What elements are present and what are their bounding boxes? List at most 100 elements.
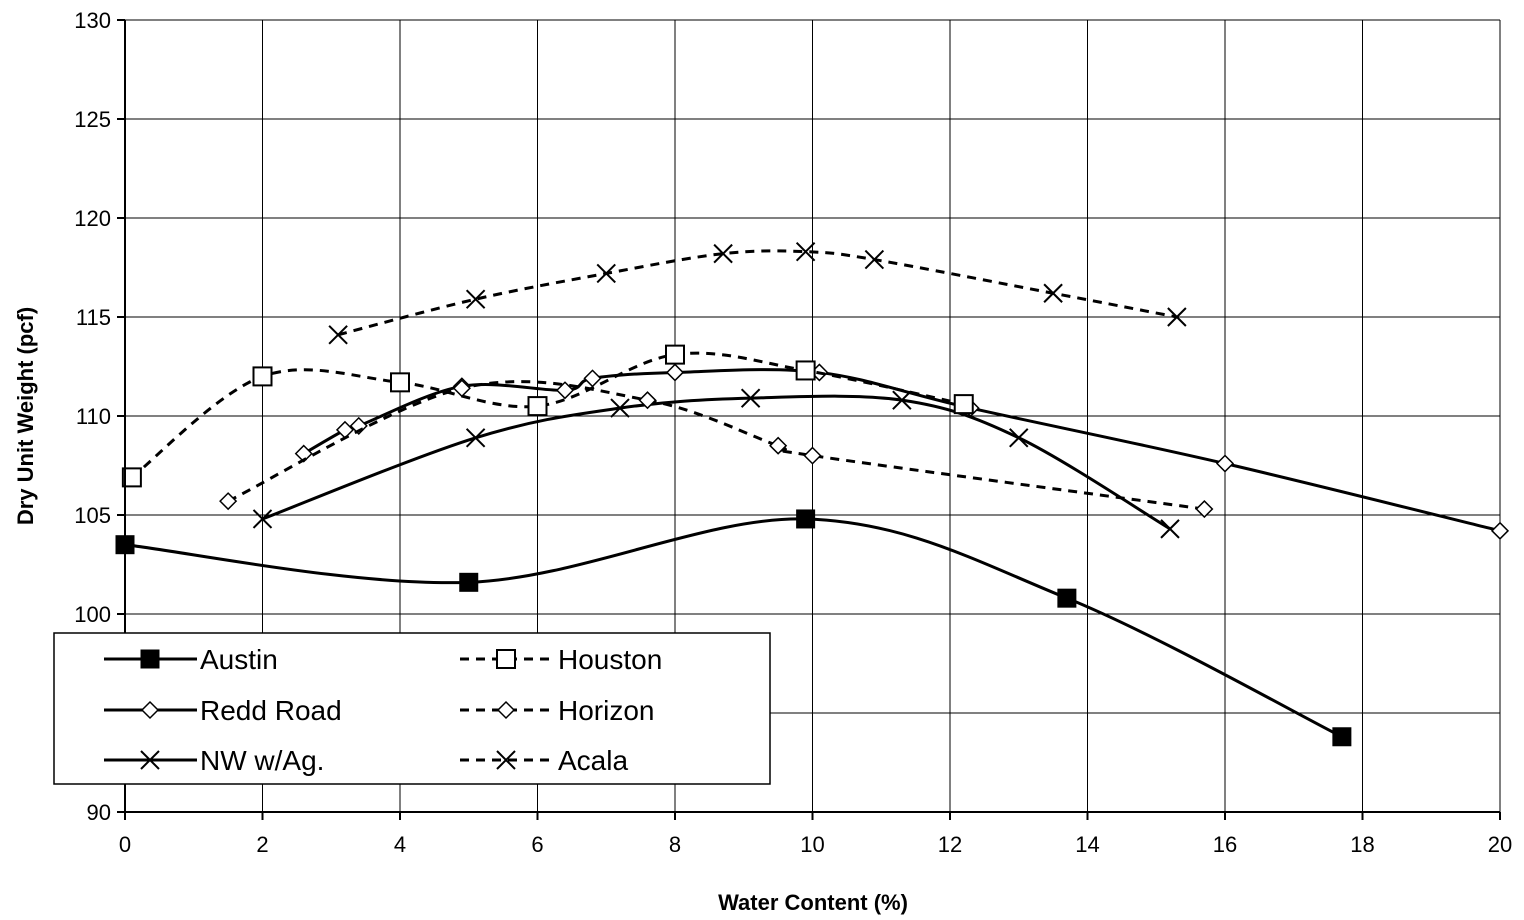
series-horizon xyxy=(219,379,1214,519)
data-point-nw-w-ag xyxy=(465,428,486,448)
x-tick-label: 2 xyxy=(256,832,268,857)
x-marker-stroke xyxy=(328,325,348,345)
data-point-houston xyxy=(665,344,685,365)
x-marker-stroke xyxy=(864,249,885,270)
x-tick-label: 4 xyxy=(394,832,406,857)
x-marker-stroke xyxy=(795,241,816,262)
x-marker-stroke xyxy=(1160,519,1180,539)
series-austin xyxy=(115,509,1352,747)
series-houston xyxy=(121,344,974,488)
legend-label: Redd Road xyxy=(200,695,342,726)
data-point-redd-road xyxy=(583,369,602,388)
x-tick-label: 0 xyxy=(119,832,131,857)
x-tick-label: 16 xyxy=(1213,832,1237,857)
x-axis-title: Water Content (%) xyxy=(718,890,908,915)
series-acala xyxy=(328,241,1187,345)
legend-item-austin: Austin xyxy=(104,644,278,675)
x-marker-stroke xyxy=(465,428,486,448)
data-point-redd-road xyxy=(665,363,685,382)
data-point-horizon xyxy=(769,436,788,455)
x-tick-label: 20 xyxy=(1488,832,1512,857)
series-line-redd-road xyxy=(303,368,1501,533)
x-marker-stroke xyxy=(892,390,912,410)
x-tick-label: 12 xyxy=(938,832,962,857)
legend-label: Acala xyxy=(558,745,628,776)
y-tick-label: 130 xyxy=(74,8,111,33)
x-marker-stroke xyxy=(1043,283,1063,303)
x-marker-stroke xyxy=(496,750,516,770)
legend-item-nw-w-ag: NW w/Ag. xyxy=(104,745,324,776)
data-point-nw-w-ag xyxy=(740,388,761,408)
legend-swatch-marker xyxy=(140,700,160,720)
data-point-houston xyxy=(953,394,974,415)
x-marker-stroke xyxy=(596,263,616,284)
legend-swatch-marker xyxy=(496,750,516,770)
legend-label: Houston xyxy=(558,644,662,675)
data-point-horizon xyxy=(452,379,471,398)
y-tick-label: 105 xyxy=(74,503,111,528)
legend-item-houston: Houston xyxy=(460,644,662,675)
data-point-horizon xyxy=(1195,499,1214,519)
data-point-nw-w-ag xyxy=(892,390,912,410)
x-marker-stroke xyxy=(740,388,761,408)
x-marker-stroke xyxy=(465,289,486,309)
legend-item-acala: Acala xyxy=(460,745,628,776)
data-point-houston xyxy=(121,467,142,488)
data-point-houston xyxy=(252,366,273,387)
data-point-horizon xyxy=(638,391,657,410)
data-point-acala xyxy=(1043,283,1063,303)
x-marker-stroke xyxy=(252,509,273,529)
data-point-nw-w-ag xyxy=(1160,519,1180,539)
x-marker-stroke xyxy=(1167,307,1187,327)
x-tick-label: 14 xyxy=(1075,832,1099,857)
data-point-acala xyxy=(328,325,348,345)
x-tick-label: 10 xyxy=(800,832,824,857)
data-point-acala xyxy=(465,289,486,309)
y-tick-label: 110 xyxy=(76,404,111,429)
data-point-redd-road xyxy=(1215,454,1235,473)
data-point-acala xyxy=(1167,307,1187,327)
data-point-nw-w-ag xyxy=(1009,428,1029,448)
data-point-houston xyxy=(390,372,410,393)
data-point-austin xyxy=(796,509,816,529)
data-point-austin xyxy=(1057,588,1077,608)
data-point-houston xyxy=(795,360,816,381)
data-point-horizon xyxy=(803,446,822,465)
x-tick-label: 6 xyxy=(531,832,543,857)
y-tick-label: 120 xyxy=(74,206,111,231)
series-line-acala xyxy=(337,249,1178,337)
legend-swatch-marker xyxy=(140,649,160,669)
legend-swatch-marker xyxy=(496,649,516,669)
data-point-acala xyxy=(864,249,885,270)
x-tick-label: 8 xyxy=(669,832,681,857)
data-point-redd-road xyxy=(555,381,575,400)
legend-label: Austin xyxy=(200,644,278,675)
legend-label: NW w/Ag. xyxy=(200,745,324,776)
series-nw-w-ag xyxy=(252,388,1180,539)
data-point-redd-road xyxy=(1490,521,1510,540)
data-point-acala xyxy=(596,263,616,284)
legend-item-horizon: Horizon xyxy=(460,695,654,726)
data-point-acala xyxy=(713,243,733,264)
y-tick-label: 115 xyxy=(76,305,111,330)
x-marker-stroke xyxy=(140,750,160,770)
data-point-nw-w-ag xyxy=(610,398,630,418)
series-line-horizon xyxy=(227,380,1205,511)
data-point-nw-w-ag xyxy=(252,509,273,529)
data-point-houston xyxy=(527,396,548,417)
legend-label: Horizon xyxy=(558,695,654,726)
data-point-acala xyxy=(795,241,816,262)
data-point-austin xyxy=(1332,727,1352,747)
x-marker-stroke xyxy=(713,243,733,264)
legend: Austin Redd Road NW w/Ag. Houston Horizon Aca… xyxy=(53,632,771,785)
x-marker-stroke xyxy=(610,398,630,418)
y-tick-label: 100 xyxy=(74,602,111,627)
data-point-redd-road xyxy=(335,420,355,439)
series-group xyxy=(115,241,1510,747)
y-tick-label: 90 xyxy=(87,800,111,825)
y-tick-label: 125 xyxy=(74,107,111,132)
data-point-austin xyxy=(459,572,479,592)
x-marker-stroke xyxy=(1009,428,1029,448)
